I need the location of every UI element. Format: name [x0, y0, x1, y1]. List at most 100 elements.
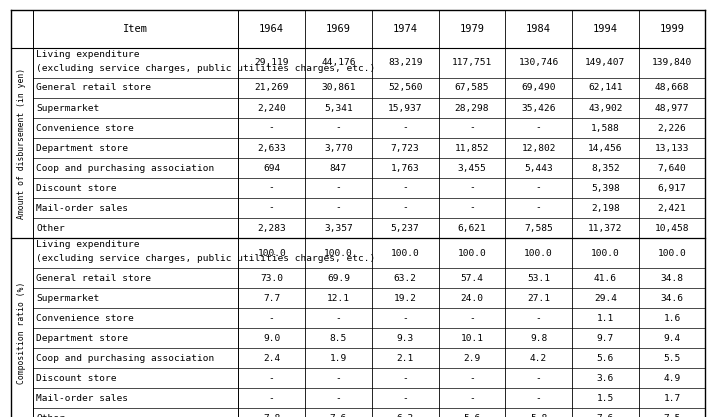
Text: 3.6: 3.6	[597, 374, 614, 383]
Text: 30,861: 30,861	[321, 83, 356, 93]
Text: 34.6: 34.6	[661, 294, 683, 303]
Text: 10,458: 10,458	[655, 224, 689, 233]
Text: 1984: 1984	[526, 24, 551, 34]
Text: -: -	[469, 394, 475, 403]
Text: 11,852: 11,852	[454, 143, 489, 153]
Text: 29,119: 29,119	[255, 58, 289, 68]
Text: 100.0: 100.0	[658, 249, 686, 258]
Text: 67,585: 67,585	[454, 83, 489, 93]
Text: 3,357: 3,357	[324, 224, 353, 233]
Text: Convenience store: Convenience store	[36, 123, 134, 133]
Text: 100.0: 100.0	[391, 249, 420, 258]
Text: 7,640: 7,640	[658, 163, 686, 173]
Text: Mail-order sales: Mail-order sales	[36, 203, 128, 213]
Text: 62,141: 62,141	[588, 83, 623, 93]
Text: 69.9: 69.9	[327, 274, 350, 283]
Text: 1.6: 1.6	[664, 314, 681, 323]
Text: 3,770: 3,770	[324, 143, 353, 153]
Text: -: -	[469, 374, 475, 383]
Text: 11,372: 11,372	[588, 224, 623, 233]
Text: 100.0: 100.0	[324, 249, 353, 258]
Text: -: -	[536, 123, 542, 133]
Text: (excluding service charges, public utilities charges, etc.): (excluding service charges, public utili…	[36, 64, 375, 73]
Text: -: -	[402, 183, 408, 193]
Text: Mail-order sales: Mail-order sales	[36, 394, 128, 403]
Text: -: -	[402, 314, 408, 323]
Text: 4.2: 4.2	[530, 354, 547, 363]
Text: 1,763: 1,763	[391, 163, 420, 173]
Text: 100.0: 100.0	[257, 249, 286, 258]
Text: 69,490: 69,490	[521, 83, 556, 93]
Text: 1.5: 1.5	[597, 394, 614, 403]
Text: -: -	[335, 394, 341, 403]
Text: -: -	[269, 394, 274, 403]
Text: 52,560: 52,560	[388, 83, 423, 93]
Text: 139,840: 139,840	[652, 58, 692, 68]
Text: 44,176: 44,176	[321, 58, 356, 68]
Text: 34.8: 34.8	[661, 274, 683, 283]
Text: Other: Other	[36, 414, 65, 417]
Text: 1979: 1979	[459, 24, 484, 34]
Text: -: -	[402, 394, 408, 403]
Text: -: -	[536, 374, 542, 383]
Text: -: -	[536, 394, 542, 403]
Text: 3,455: 3,455	[457, 163, 486, 173]
Text: General retail store: General retail store	[36, 83, 151, 93]
Text: 9.4: 9.4	[664, 334, 681, 343]
Text: 7,585: 7,585	[524, 224, 553, 233]
Text: -: -	[469, 203, 475, 213]
Text: 28,298: 28,298	[454, 103, 489, 113]
Text: 1974: 1974	[393, 24, 418, 34]
Text: 100.0: 100.0	[591, 249, 620, 258]
Text: 5,237: 5,237	[391, 224, 420, 233]
Text: 7.5: 7.5	[664, 414, 681, 417]
Text: 63.2: 63.2	[393, 274, 417, 283]
Text: 2,198: 2,198	[591, 203, 620, 213]
Text: 57.4: 57.4	[460, 274, 484, 283]
Text: 5,398: 5,398	[591, 183, 620, 193]
Text: 130,746: 130,746	[518, 58, 559, 68]
Text: 5,341: 5,341	[324, 103, 353, 113]
Text: -: -	[469, 183, 475, 193]
Text: 7.8: 7.8	[263, 414, 280, 417]
Text: 35,426: 35,426	[521, 103, 556, 113]
Text: -: -	[402, 374, 408, 383]
Text: Supermarket: Supermarket	[36, 294, 99, 303]
Text: 9.0: 9.0	[263, 334, 280, 343]
Text: -: -	[335, 314, 341, 323]
Text: Discount store: Discount store	[36, 183, 117, 193]
Text: -: -	[402, 123, 408, 133]
Text: 53.1: 53.1	[527, 274, 550, 283]
Text: 19.2: 19.2	[393, 294, 417, 303]
Text: 14,456: 14,456	[588, 143, 623, 153]
Text: 5.6: 5.6	[463, 414, 481, 417]
Text: 13,133: 13,133	[655, 143, 689, 153]
Text: 24.0: 24.0	[460, 294, 484, 303]
Text: 12.1: 12.1	[327, 294, 350, 303]
Text: 1999: 1999	[659, 24, 685, 34]
Text: 73.0: 73.0	[260, 274, 283, 283]
Text: -: -	[335, 123, 341, 133]
Text: Living expenditure: Living expenditure	[36, 50, 140, 59]
Text: 5.6: 5.6	[597, 354, 614, 363]
Text: 149,407: 149,407	[585, 58, 625, 68]
Text: 1,588: 1,588	[591, 123, 620, 133]
Text: -: -	[536, 314, 542, 323]
Text: 847: 847	[330, 163, 347, 173]
Text: 9.8: 9.8	[530, 334, 547, 343]
Text: Coop and purchasing association: Coop and purchasing association	[36, 354, 214, 363]
Text: Living expenditure: Living expenditure	[36, 240, 140, 249]
Text: -: -	[269, 203, 274, 213]
Text: 2.9: 2.9	[463, 354, 481, 363]
Text: -: -	[469, 314, 475, 323]
Text: -: -	[335, 203, 341, 213]
Text: 5.8: 5.8	[530, 414, 547, 417]
Text: 48,668: 48,668	[655, 83, 689, 93]
Text: 48,977: 48,977	[655, 103, 689, 113]
Text: -: -	[335, 183, 341, 193]
Text: 2.1: 2.1	[396, 354, 414, 363]
Text: -: -	[269, 314, 274, 323]
Text: 29.4: 29.4	[594, 294, 617, 303]
Text: 1964: 1964	[259, 24, 284, 34]
Text: 7.7: 7.7	[263, 294, 280, 303]
